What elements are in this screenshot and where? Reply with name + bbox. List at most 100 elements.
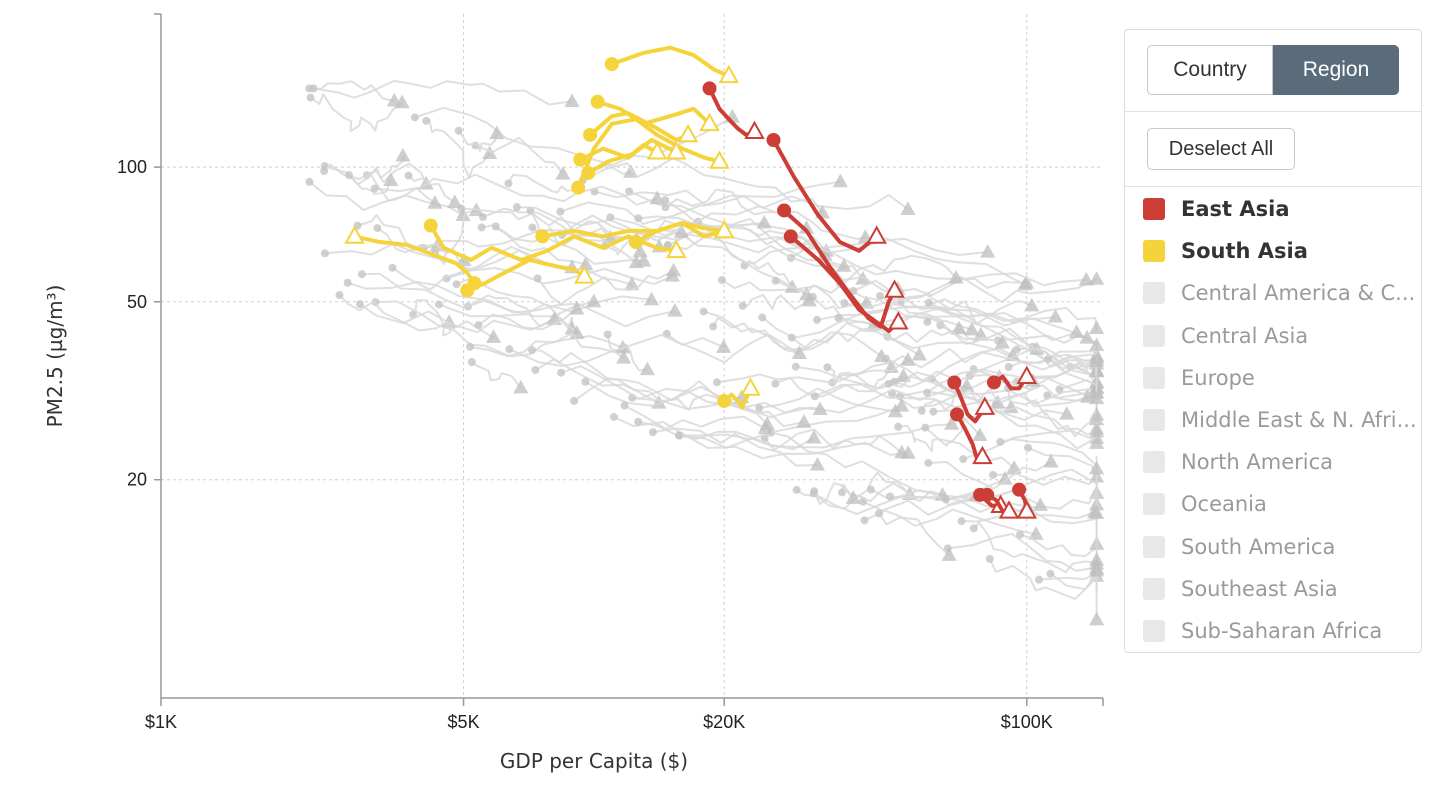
background-start-point — [1046, 569, 1055, 578]
background-end-triangle — [555, 166, 571, 180]
deselect-all-button[interactable]: Deselect All — [1147, 128, 1295, 170]
legend-swatch — [1143, 535, 1165, 558]
end-triangle — [666, 239, 687, 259]
background-start-point — [985, 554, 994, 563]
background-end-triangle — [994, 334, 1010, 349]
x-tick-label: $1K — [145, 712, 177, 732]
background-end-triangle — [485, 329, 502, 343]
background-trajectory — [839, 282, 973, 331]
legend-label: Oceania — [1181, 492, 1267, 517]
legend-label: East Asia — [1181, 197, 1290, 222]
background-start-point — [866, 485, 875, 494]
background-trajectory — [391, 245, 633, 291]
background-start-point — [858, 497, 867, 506]
background-trajectory — [758, 387, 896, 413]
background-end-triangle — [1089, 505, 1105, 519]
end-triangle — [998, 500, 1020, 519]
end-triangle — [699, 112, 720, 132]
background-start-point — [894, 422, 903, 431]
background-trajectory — [790, 245, 1087, 287]
legend-item-sub-saharan-africa[interactable]: Sub-Saharan Africa — [1143, 610, 1419, 652]
background-trajectory — [945, 468, 1098, 528]
background-start-point — [1034, 575, 1043, 584]
background-end-triangle — [858, 295, 875, 309]
legend-item-east-asia[interactable]: East Asia — [1143, 188, 1419, 230]
background-start-point — [491, 222, 500, 231]
tab-country[interactable]: Country — [1147, 45, 1273, 95]
start-point — [581, 166, 596, 181]
background-end-triangle — [427, 195, 443, 209]
start-point — [535, 229, 550, 244]
tab-region[interactable]: Region — [1273, 45, 1399, 95]
start-point — [947, 375, 962, 390]
background-trajectory — [338, 294, 495, 339]
legend-swatch — [1143, 409, 1165, 432]
legend-item-middle-east-n-afri[interactable]: Middle East & N. Afri... — [1143, 399, 1419, 441]
legend-item-central-asia[interactable]: Central Asia — [1143, 315, 1419, 357]
background-trajectory — [812, 296, 920, 356]
legend-item-central-america-c[interactable]: Central America & C... — [1143, 272, 1419, 314]
start-point — [604, 57, 619, 72]
panel-divider — [1125, 111, 1421, 112]
legend-item-south-asia[interactable]: South Asia — [1143, 230, 1419, 272]
background-end-triangle — [455, 207, 471, 221]
background-end-triangle — [456, 252, 472, 267]
background-start-point — [505, 345, 514, 354]
background-end-triangle — [1089, 460, 1105, 475]
y-tick-label: 100 — [117, 157, 147, 177]
background-start-point — [606, 213, 615, 222]
background-trajectory — [878, 512, 950, 557]
background-trajectory — [666, 320, 875, 364]
background-start-point — [923, 317, 932, 326]
background-start-point — [791, 362, 800, 371]
background-start-point — [996, 437, 1005, 446]
background-end-triangle — [997, 470, 1013, 485]
y-tick-label: 50 — [127, 292, 147, 312]
background-trajectory — [926, 316, 1003, 346]
background-start-point — [570, 396, 579, 405]
background-start-point — [371, 298, 380, 307]
legend-item-europe[interactable]: Europe — [1143, 357, 1419, 399]
background-trajectory — [471, 361, 522, 389]
x-tick-label: $5K — [448, 712, 480, 732]
legend-label: Middle East & N. Afri... — [1181, 408, 1417, 433]
background-trajectory — [467, 294, 574, 329]
view-toggle: Country Region — [1147, 45, 1399, 95]
background-end-triangle — [1089, 611, 1105, 626]
background-start-point — [556, 207, 565, 216]
background-end-triangle — [757, 420, 774, 435]
background-end-triangle — [900, 201, 916, 215]
background-end-triangle — [980, 244, 996, 258]
background-start-point — [881, 354, 890, 363]
legend-swatch — [1143, 282, 1165, 305]
background-start-point — [699, 307, 708, 316]
background-end-triangle — [894, 444, 910, 459]
background-end-triangle — [564, 93, 580, 107]
start-point — [717, 393, 732, 408]
legend-item-southeast-asia[interactable]: Southeast Asia — [1143, 568, 1419, 610]
background-end-triangle — [1089, 435, 1105, 449]
legend-item-north-america[interactable]: North America — [1143, 441, 1419, 483]
background-start-point — [917, 406, 926, 415]
x-axis-title: GDP per Capita ($) — [500, 749, 688, 773]
background-trajectory — [864, 508, 1037, 536]
background-start-point — [306, 93, 315, 102]
background-start-point — [404, 171, 413, 180]
end-triangle — [972, 445, 993, 465]
background-start-point — [533, 274, 542, 283]
legend-item-oceania[interactable]: Oceania — [1143, 483, 1419, 525]
background-start-point — [305, 177, 314, 186]
background-end-triangle — [1089, 337, 1105, 352]
background-end-triangle — [628, 254, 644, 269]
legend-item-south-america[interactable]: South America — [1143, 526, 1419, 568]
background-end-triangle — [1068, 324, 1085, 339]
background-end-triangle — [944, 416, 960, 430]
background-start-point — [924, 458, 933, 467]
background-start-point — [609, 412, 618, 421]
end-triangle — [713, 219, 735, 239]
background-end-triangle — [513, 379, 529, 394]
background-start-point — [992, 400, 1001, 409]
background-trajectory — [844, 293, 1088, 339]
background-start-point — [512, 203, 521, 212]
background-end-triangle — [972, 427, 988, 442]
